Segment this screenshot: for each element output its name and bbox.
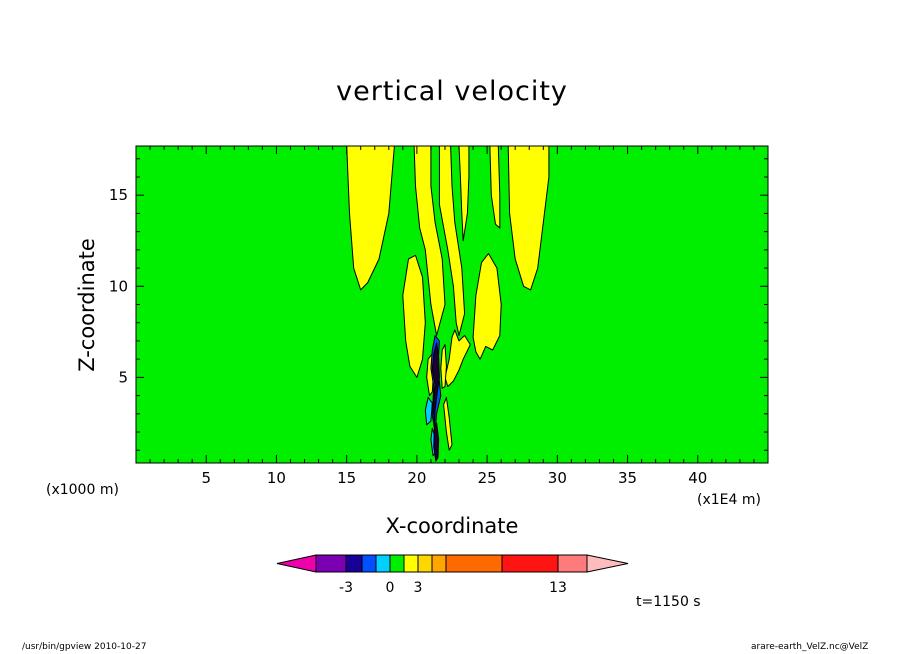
x-tick-label: 20 [407,469,426,487]
y-tick-label: 10 [109,277,128,295]
contour-region-5 [472,253,502,360]
colorbar-tick-label: 0 [386,580,395,596]
x-tick-label: 10 [267,469,286,487]
colorbar-cell [389,554,405,573]
colorbar-cell [315,554,347,573]
colorbar-cell [417,554,433,573]
contour-region-14 [431,342,440,426]
colorbar-cell [431,554,447,573]
contour-region-2 [413,145,446,336]
x-unit-note: (x1E4 m) [697,492,761,508]
footer-left: /usr/bin/gpview 2010-10-27 [22,642,147,652]
colorbar-tick-label: -3 [339,580,353,596]
x-tick-label: 15 [337,469,356,487]
colorbar-cell [403,554,419,573]
x-tick-label: 5 [201,469,211,487]
colorbar: -3 0 3 13 [276,554,629,596]
x-tick-label: 40 [688,469,707,487]
contour-region-7 [507,145,550,291]
contour-region-0 [346,145,395,291]
time-label: t=1150 s [636,594,701,610]
colorbar-arrow-high [586,554,629,573]
contour-regions [346,145,550,462]
x-tick-label: 35 [618,469,637,487]
contour-region-16 [433,422,440,462]
contour-region-4 [458,145,470,242]
colorbar-tick-label: 3 [414,580,423,596]
footer-right: arare-earth_VelZ.nc@VelZ [751,642,869,652]
colorbar-cell [345,554,363,573]
x-axis-label: X-coordinate [385,514,519,538]
y-tick-label: 15 [109,186,128,204]
y-axis-label: Z-coordinate [75,238,99,372]
colorbar-cell [375,554,391,573]
contour-region-10 [440,344,447,389]
colorbar-cell [501,554,559,573]
colorbar-cell [445,554,503,573]
x-tick-label: 25 [478,469,497,487]
contour-region-11 [443,396,453,451]
contour-region-12 [424,396,433,426]
colorbar-cell [361,554,377,573]
colorbar-cell [557,554,588,573]
contour-region-3 [438,145,466,336]
axis-ticks: 5 10 15 20 25 30 35 40 5 10 15 [109,146,768,487]
contour-region-1 [402,254,426,378]
y-tick-label: 5 [118,368,128,386]
contour-region-8 [444,329,471,387]
colorbar-tick-label: 13 [549,580,567,596]
colorbar-arrow-low [276,554,317,573]
x-tick-label: 30 [548,469,567,487]
y-unit-note: (x1000 m) [46,482,119,498]
chart-title: vertical velocity [336,76,568,107]
